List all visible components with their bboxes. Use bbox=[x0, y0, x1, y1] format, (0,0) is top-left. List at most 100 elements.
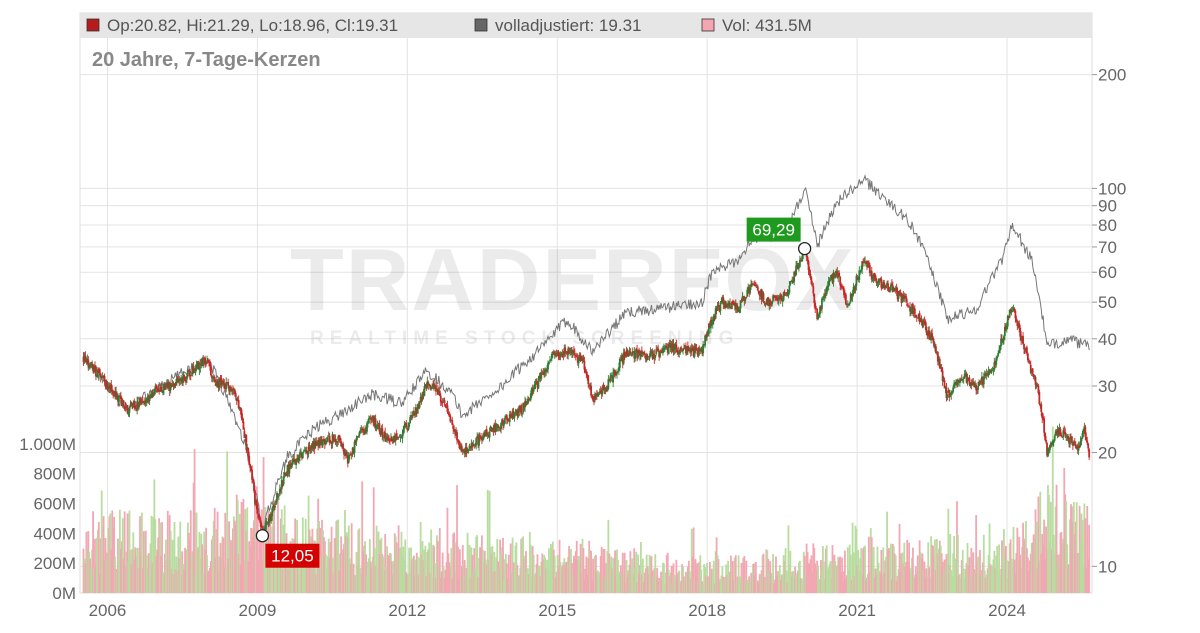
candle-body bbox=[910, 312, 912, 313]
candle-body bbox=[663, 347, 665, 351]
volume-bar bbox=[428, 542, 431, 593]
candle-body bbox=[860, 269, 863, 272]
candle-body bbox=[362, 429, 365, 431]
candle bbox=[471, 441, 474, 451]
candle-body bbox=[158, 391, 161, 392]
candle-body bbox=[834, 274, 837, 278]
candle bbox=[708, 321, 711, 329]
candle bbox=[542, 367, 545, 376]
volume-bar bbox=[507, 554, 510, 593]
candle bbox=[580, 355, 583, 362]
candle bbox=[637, 349, 639, 360]
volume-bar bbox=[218, 556, 221, 593]
volume-bar bbox=[424, 545, 427, 593]
candle-body bbox=[309, 449, 312, 451]
candle-body bbox=[272, 506, 275, 508]
candle-body bbox=[215, 380, 218, 387]
candle bbox=[439, 393, 442, 407]
candle-body bbox=[321, 440, 323, 445]
candle bbox=[404, 422, 407, 428]
candle bbox=[303, 446, 306, 452]
volume-bar bbox=[121, 518, 124, 593]
candle bbox=[484, 429, 487, 437]
candle bbox=[1019, 324, 1022, 342]
legend-adjusted-text: volladjustiert: 19.31 bbox=[495, 16, 641, 35]
candle-body bbox=[232, 388, 234, 391]
volume-bar bbox=[932, 545, 934, 593]
candle-body bbox=[908, 306, 910, 308]
candle bbox=[834, 270, 837, 279]
volume-bar bbox=[895, 580, 898, 593]
candle bbox=[483, 430, 486, 438]
volume-bar bbox=[521, 538, 524, 593]
candle bbox=[819, 305, 821, 319]
candle bbox=[291, 458, 294, 468]
volume-bar bbox=[572, 573, 574, 593]
candle bbox=[857, 276, 860, 283]
candle bbox=[90, 361, 93, 368]
volume-bar bbox=[93, 568, 95, 593]
chart-subtitle: 20 Jahre, 7-Tage-Kerzen bbox=[92, 49, 321, 71]
volume-bar bbox=[1000, 568, 1002, 593]
candle-body bbox=[143, 400, 146, 404]
volume-bar bbox=[523, 559, 525, 593]
candle-body bbox=[325, 441, 328, 442]
candle bbox=[824, 288, 827, 299]
candle-body bbox=[669, 343, 672, 348]
volume-bar bbox=[441, 552, 444, 593]
x-tick-label: 2018 bbox=[688, 601, 726, 620]
volume-bar bbox=[472, 572, 475, 593]
candle bbox=[502, 417, 504, 430]
price-tick-label: 90 bbox=[1098, 197, 1117, 216]
volume-bar bbox=[869, 528, 872, 593]
volume-bar bbox=[626, 576, 629, 593]
candle-body bbox=[591, 395, 593, 396]
candle bbox=[324, 438, 327, 446]
candle bbox=[181, 376, 184, 386]
volume-bar bbox=[373, 548, 376, 593]
candle bbox=[725, 300, 728, 308]
candle-body bbox=[980, 381, 982, 383]
candle bbox=[1054, 429, 1057, 437]
candle-body bbox=[661, 352, 663, 354]
candle bbox=[582, 354, 585, 363]
candle-body bbox=[630, 355, 633, 356]
candle bbox=[242, 418, 245, 430]
volume-bar bbox=[110, 549, 113, 593]
volume-bar bbox=[118, 539, 120, 593]
candle bbox=[800, 255, 803, 263]
candle-body bbox=[492, 428, 495, 432]
volume-bar bbox=[967, 565, 970, 593]
candle bbox=[709, 317, 712, 334]
volume-bar bbox=[624, 581, 627, 593]
candle bbox=[127, 412, 130, 417]
volume-bar bbox=[760, 570, 763, 593]
volume-bar bbox=[456, 485, 458, 593]
candle bbox=[836, 267, 839, 279]
candle bbox=[500, 422, 502, 434]
volume-bar bbox=[446, 507, 449, 593]
volume-bar bbox=[277, 553, 280, 593]
candle-body bbox=[684, 345, 686, 348]
candle-body bbox=[772, 295, 774, 301]
volume-bar bbox=[1070, 504, 1072, 593]
candle-body bbox=[729, 302, 731, 306]
candle-body bbox=[242, 421, 245, 430]
volume-bar bbox=[423, 549, 426, 593]
candle-body bbox=[512, 410, 515, 418]
volume-bar bbox=[1010, 558, 1013, 593]
candle bbox=[384, 427, 387, 443]
volume-bar bbox=[733, 557, 736, 593]
volume-bar bbox=[106, 552, 109, 593]
volume-bar bbox=[122, 558, 125, 593]
candle-body bbox=[622, 352, 625, 364]
candle-body bbox=[332, 434, 335, 440]
candle-body bbox=[423, 386, 426, 396]
candle-body bbox=[357, 436, 360, 437]
candle-body bbox=[1058, 428, 1061, 434]
volume-bar bbox=[599, 555, 602, 593]
candle-body bbox=[353, 441, 356, 453]
volume-bar bbox=[468, 544, 471, 593]
volume-bar bbox=[884, 560, 887, 593]
candle-body bbox=[450, 419, 453, 421]
